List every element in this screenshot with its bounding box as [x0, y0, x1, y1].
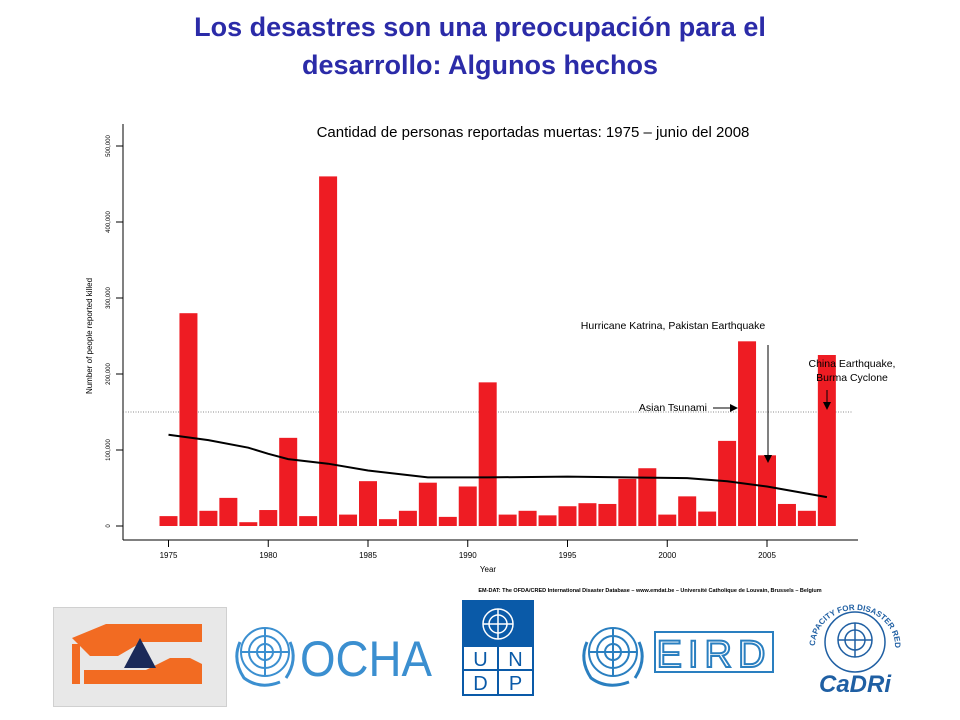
bar — [758, 455, 776, 526]
bar — [418, 482, 437, 526]
bar — [777, 503, 796, 526]
ocha-logo: OCHA — [230, 612, 440, 692]
undp-logo: U N D P — [462, 600, 534, 696]
bar — [299, 516, 318, 526]
bar — [618, 478, 637, 526]
bar — [598, 503, 617, 526]
undp-letter: P — [509, 673, 522, 695]
bar — [538, 515, 557, 526]
bar — [498, 514, 517, 526]
x-tick-label: 1995 — [559, 551, 577, 560]
un-emblem-icon — [582, 627, 644, 687]
x-tick-label: 1975 — [160, 551, 178, 560]
bar — [817, 355, 836, 526]
annotation-arrowhead — [764, 455, 772, 463]
x-axis-label: Year — [480, 565, 497, 574]
undp-letter: N — [508, 649, 522, 671]
annotation-arrowhead — [730, 404, 738, 412]
bar — [458, 486, 477, 526]
bar — [259, 510, 278, 526]
civil-protection-logo — [53, 607, 227, 707]
x-tick-label: 1990 — [459, 551, 477, 560]
un-emblem-icon — [482, 608, 514, 640]
bar — [378, 519, 397, 526]
y-tick-label: 300,000 — [106, 287, 112, 309]
bar — [518, 510, 537, 526]
eird-text: EIRD — [657, 634, 772, 676]
bar — [658, 514, 677, 526]
y-tick-label: 500,000 — [106, 135, 112, 157]
bar — [438, 516, 457, 526]
bar — [678, 496, 697, 526]
slide-title-line2: desarrollo: Algunos hechos — [301, 50, 659, 80]
ocha-text: OCHA — [300, 631, 433, 687]
bar — [279, 437, 298, 526]
bar — [239, 522, 258, 526]
cadri-text: CaDRi — [819, 671, 892, 698]
bar — [219, 497, 238, 526]
bar — [638, 468, 657, 526]
x-tick-label: 1980 — [259, 551, 277, 560]
bar — [339, 514, 358, 526]
annotation-china-burma: Burma Cyclone — [816, 372, 888, 384]
bar — [478, 382, 497, 526]
un-emblem-icon — [837, 622, 873, 658]
x-tick-label: 2000 — [658, 551, 676, 560]
annotation-katrina: Hurricane Katrina, Pakistan Earthquake — [581, 320, 766, 332]
bar — [558, 506, 577, 526]
annotation-arrowhead — [823, 402, 831, 410]
bar — [578, 503, 597, 526]
bar — [199, 510, 218, 526]
bar — [179, 313, 198, 526]
bar — [159, 516, 178, 526]
undp-letter: U — [473, 649, 487, 671]
bar — [319, 176, 338, 526]
eird-logo: EIRD — [575, 612, 780, 692]
deaths-bar-chart: Cantidad de personas reportadas muertas:… — [85, 124, 896, 594]
y-tick-label: 100,000 — [106, 439, 112, 461]
cadri-logo: CAPACITY FOR DISASTER REDUCTION INITIATI… — [792, 595, 915, 698]
annotation-china-burma: China Earthquake, — [809, 358, 896, 370]
x-tick-label: 1985 — [359, 551, 377, 560]
trend-line — [168, 433, 828, 499]
chart-title: Cantidad de personas reportadas muertas:… — [317, 124, 750, 141]
bar — [698, 511, 717, 526]
y-axis-label: Number of people reported killed — [85, 278, 94, 394]
bar — [359, 481, 377, 526]
slide-title-line1: Los desastres son una preocupación para … — [194, 12, 766, 42]
bar — [797, 510, 816, 526]
y-tick-label: 200,000 — [106, 363, 112, 385]
y-tick-label: 400,000 — [106, 211, 112, 233]
slide-title: Los desastres son una preocupación para … — [0, 8, 960, 84]
bar — [718, 440, 737, 526]
x-tick-label: 2005 — [758, 551, 776, 560]
cadri-ring-text: CAPACITY FOR DISASTER REDUCTION INITIATI… — [795, 602, 902, 648]
bar — [738, 341, 757, 526]
un-emblem-icon — [235, 627, 295, 687]
y-tick-label: 0 — [106, 524, 112, 528]
source-note: EM-DAT: The OFDA/CRED International Disa… — [478, 588, 821, 594]
undp-letter: D — [473, 673, 487, 695]
bar — [398, 510, 417, 526]
annotation-tsunami: Asian Tsunami — [639, 402, 707, 414]
